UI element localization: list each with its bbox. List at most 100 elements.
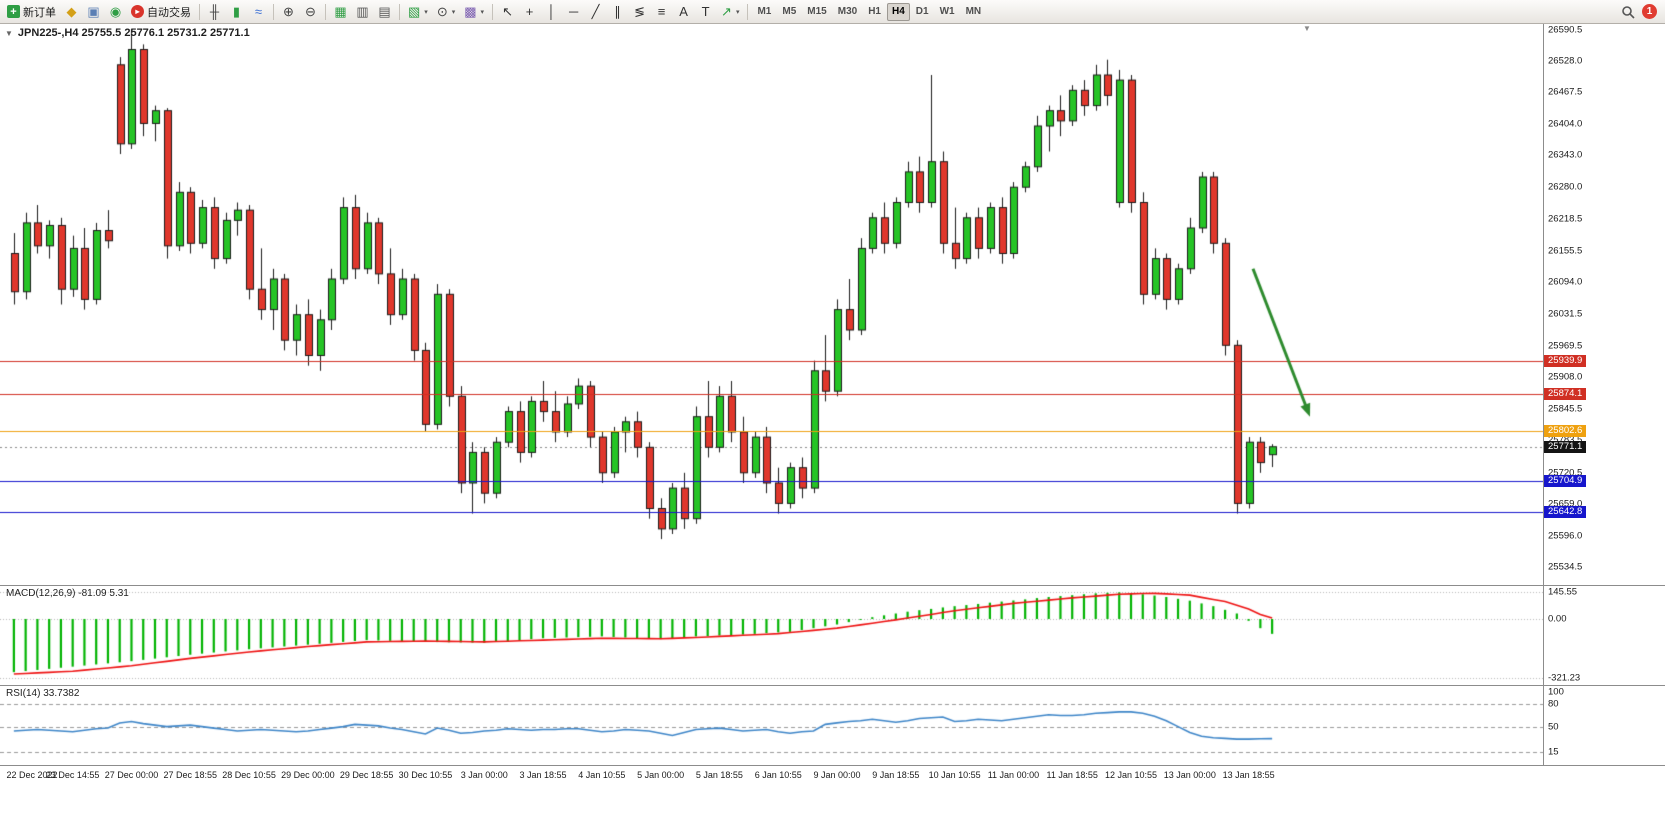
chart-window-button[interactable]: ▣ <box>83 2 104 22</box>
time-scale-label: 9 Jan 18:55 <box>872 770 920 780</box>
rsi-scale-label: 15 <box>1548 746 1559 758</box>
template-dropdown-button[interactable]: ▩ ▾ <box>460 2 488 22</box>
price-scale-label: 26094.0 <box>1548 276 1583 288</box>
rsi-plot[interactable]: RSI(14) 33.7382 <box>0 686 1543 765</box>
template-dropdown-icon: ▩ <box>464 4 477 19</box>
timeframe-button-h4[interactable]: H4 <box>886 2 910 21</box>
price-scale-label: 26404.0 <box>1548 118 1583 130</box>
price-scale-label: 25969.5 <box>1548 340 1583 352</box>
text-label-button[interactable]: T <box>695 2 716 22</box>
price-scale-label: 26218.5 <box>1548 213 1583 225</box>
time-scale-label: 3 Jan 00:00 <box>460 770 508 780</box>
cursor-icon: ↖ <box>502 4 513 19</box>
line-chart-icon: ≈ <box>254 4 263 19</box>
crosshair-button[interactable]: + <box>519 2 540 22</box>
macd-canvas[interactable] <box>0 586 1543 685</box>
candlestick-chart-button[interactable]: ▮ <box>226 2 247 22</box>
timeframe-button-m5[interactable]: M5 <box>777 3 801 21</box>
chart-shift-button[interactable]: ▤ <box>374 2 395 22</box>
tile-windows-button[interactable]: ▦ <box>330 2 351 22</box>
levels-button[interactable]: ≡ <box>651 2 672 22</box>
time-scale-label: 29 Dec 18:55 <box>339 770 394 780</box>
macd-scale-label: 0.00 <box>1548 613 1567 625</box>
dropdown-caret-icon: ▾ <box>451 8 456 16</box>
toolbar-separator <box>199 3 200 20</box>
toolbar-button-groups: + 新订单 ◆ ▣ ◉ ▸ 自动交易 ╫ ▮ ≈ ⊕ ⊖ ▦ ▥ ▤ ▧ ▾ ⊙ ▾ ▩ ▾ ↖ + │ ─ ╱ ∥ ≶ ≡ A T ↗ ▾ M1… <box>3 2 986 22</box>
zoom-out-button[interactable]: ⊖ <box>300 2 321 22</box>
price-axis[interactable]: 26590.5 26528.0 26467.5 26404.0 26343.0 26280… <box>1543 24 1665 585</box>
timeframe-button-w1[interactable]: W1 <box>935 3 960 21</box>
time-axis[interactable]: 22 Dec 2022 23 Dec 14:55 27 Dec 00:00 27 De… <box>0 765 1665 787</box>
auto-trading-label: 自动交易 <box>147 6 191 19</box>
time-scale-label: 23 Dec 14:55 <box>45 770 100 780</box>
auto-scroll-icon: ▥ <box>356 4 369 19</box>
price-scale-label: 26343.0 <box>1548 149 1583 161</box>
price-scale-label: 25783.5 <box>1548 435 1582 446</box>
time-scale-label: 27 Dec 18:55 <box>163 770 218 780</box>
vertical-line-button[interactable]: │ <box>541 2 562 22</box>
macd-indicator-panel: MACD(12,26,9) -81.09 5.31 145.55 0.00 -321… <box>0 585 1665 685</box>
tile-windows-icon: ▦ <box>334 4 347 19</box>
metaeditor-button[interactable]: ◆ <box>61 2 82 22</box>
market-watch-icon: ◉ <box>109 4 122 19</box>
metaeditor-icon: ◆ <box>66 4 77 19</box>
candlestick-canvas[interactable] <box>0 24 1543 585</box>
rsi-axis[interactable]: 100 80 50 15 <box>1543 686 1665 765</box>
timeframe-button-d1[interactable]: D1 <box>911 3 934 21</box>
dropdown-caret-icon: ▾ <box>424 8 428 16</box>
line-chart-button[interactable]: ≈ <box>248 2 269 22</box>
trendline-button[interactable]: ╱ <box>585 2 606 22</box>
auto-trading-button[interactable]: ▸ 自动交易 <box>127 2 195 22</box>
cursor-button[interactable]: ↖ <box>497 2 518 22</box>
bar-chart-button[interactable]: ╫ <box>204 2 225 22</box>
macd-axis[interactable]: 145.55 0.00 -321.23 <box>1543 586 1665 685</box>
chart-header: ▼ JPN225-,H4 25755.5 25776.1 25731.2 257… <box>5 27 250 39</box>
bottom-margin <box>0 787 1665 831</box>
price-scale-label: 25534.5 <box>1548 561 1583 573</box>
new-order-label: 新订单 <box>23 6 56 19</box>
time-scale-label: 30 Dec 10:55 <box>398 770 453 780</box>
new-chart-dropdown-button[interactable]: ▧ ▾ <box>404 2 432 22</box>
hline-price-label: 25704.9 <box>1544 474 1587 487</box>
market-watch-button[interactable]: ◉ <box>105 2 126 22</box>
levels-icon: ≡ <box>657 4 666 19</box>
equidistant-channel-button[interactable]: ∥ <box>607 2 628 22</box>
arrows-dropdown-icon: ↗ <box>721 4 732 19</box>
timeframe-button-m15[interactable]: M15 <box>802 3 831 21</box>
price-scale-label: 25845.5 <box>1548 403 1583 415</box>
arrows-dropdown-button[interactable]: ↗ ▾ <box>717 2 743 22</box>
timeframe-button-m30[interactable]: M30 <box>833 3 862 21</box>
dropdown-caret-icon: ▾ <box>480 8 485 16</box>
rsi-indicator-panel: RSI(14) 33.7382 100 80 50 15 <box>0 685 1665 765</box>
period-dropdown-button[interactable]: ⊙ ▾ <box>433 2 459 22</box>
price-scale-label: 25720.5 <box>1548 467 1583 479</box>
price-chart-plot[interactable]: ▼ JPN225-,H4 25755.5 25776.1 25731.2 257… <box>0 24 1543 585</box>
price-scale-label: 26155.5 <box>1548 245 1583 257</box>
text-button[interactable]: A <box>673 2 694 22</box>
new-order-button[interactable]: + 新订单 <box>3 2 60 22</box>
chart-shift-marker-icon[interactable]: ▼ <box>1303 24 1311 33</box>
timeframe-button-mn[interactable]: MN <box>961 3 987 21</box>
timeframe-button-m1[interactable]: M1 <box>752 3 776 21</box>
timeframe-button-h1[interactable]: H1 <box>863 3 886 21</box>
macd-plot[interactable]: MACD(12,26,9) -81.09 5.31 <box>0 586 1543 685</box>
zoom-in-icon: ⊕ <box>283 4 294 19</box>
hline-price-label: 25802.6 <box>1544 424 1587 437</box>
price-scale-label: 26467.5 <box>1548 86 1583 98</box>
time-scale-label: 5 Jan 18:55 <box>695 770 743 780</box>
auto-scroll-button[interactable]: ▥ <box>352 2 373 22</box>
fibonacci-icon: ≶ <box>634 4 645 19</box>
time-scale-label: 22 Dec 2022 <box>6 770 58 780</box>
time-scale-label: 13 Jan 18:55 <box>1222 770 1275 780</box>
search-icon[interactable] <box>1621 5 1635 19</box>
fibonacci-button[interactable]: ≶ <box>629 2 650 22</box>
trendline-icon: ╱ <box>591 4 600 19</box>
zoom-in-button[interactable]: ⊕ <box>278 2 299 22</box>
time-scale-label: 13 Jan 00:00 <box>1163 770 1216 780</box>
notification-badge[interactable]: 1 <box>1642 4 1657 19</box>
one-click-trading-toggle-icon[interactable]: ▼ <box>5 28 13 38</box>
rsi-canvas[interactable] <box>0 686 1543 765</box>
bar-chart-icon: ╫ <box>209 4 220 19</box>
horizontal-line-button[interactable]: ─ <box>563 2 584 22</box>
toolbar-separator <box>325 3 326 20</box>
